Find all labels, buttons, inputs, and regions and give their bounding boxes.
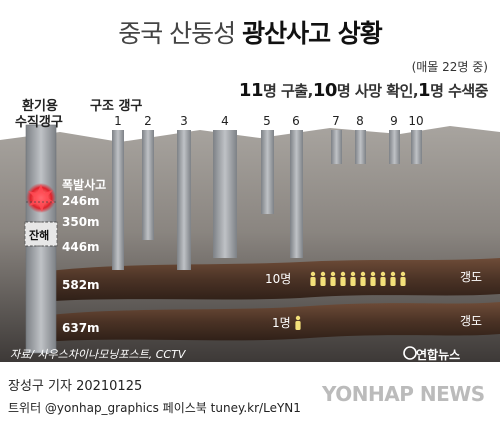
shaft-number-1: 1	[114, 114, 122, 128]
rescue-shaft-2	[142, 130, 154, 240]
rescue-shaft-10	[411, 130, 422, 164]
rescue-shaft-5	[261, 130, 274, 214]
dead-count: 10	[312, 80, 338, 101]
shaft-number-6: 6	[292, 114, 300, 128]
blockage-label: 잔해	[29, 229, 50, 242]
rescue-shaft-1	[112, 130, 124, 270]
shaft-number-4: 4	[221, 114, 229, 128]
shaft-number-5: 5	[263, 114, 271, 128]
tunnel-label-582m: 갱도	[460, 270, 483, 284]
depth-label-582m: 582m	[62, 278, 100, 292]
tunnel-582m-count: 10명	[265, 272, 292, 286]
person-icon	[295, 315, 301, 330]
shaft-number-3: 3	[180, 114, 188, 128]
shaft-number-8: 8	[356, 114, 364, 128]
source-credit: 자료/ 사우스차이나모닝포스트, CCTV	[10, 348, 186, 361]
rescued-text: 명 구출,	[262, 82, 313, 100]
depth-label-246m: 246m	[62, 194, 100, 208]
person-icon	[350, 271, 356, 286]
rescued-count: 11	[238, 80, 264, 101]
person-icon	[340, 271, 346, 286]
depth-label-446m: 446m	[62, 240, 100, 254]
mine-cross-section	[0, 124, 500, 362]
person-icon	[400, 271, 406, 286]
vent-shaft-label-line2: 수직갱구	[15, 115, 63, 130]
person-icon	[330, 271, 336, 286]
vent-shaft-label-line1: 환기용	[22, 99, 58, 114]
ground	[0, 126, 500, 362]
tunnel-label-637m: 갱도	[460, 314, 483, 328]
explosion-burst	[28, 184, 55, 212]
person-icon	[380, 271, 386, 286]
social-links: 트위터 @yonhap_graphics 페이스북 tuney.kr/LeYN1	[8, 401, 301, 415]
person-icon	[370, 271, 376, 286]
rescue-shaft-8	[355, 130, 366, 164]
agency-logo-text: 연합뉴스	[416, 348, 461, 362]
buried-note: (매몰 22명 중)	[411, 60, 488, 74]
blockage-box	[24, 221, 58, 247]
watermark: YONHAP NEWS	[322, 382, 485, 406]
agency-logo-icon	[403, 346, 417, 360]
person-icon	[360, 271, 366, 286]
reporter-credit: 장성구 기자 20210125	[8, 379, 143, 394]
page-title: 중국 산둥성 광산사고 상황	[0, 14, 500, 50]
dead-text: 명 사망 확인,	[336, 82, 419, 100]
rescue-shaft-7	[331, 130, 342, 164]
title-part2: 광산사고 상황	[242, 19, 383, 48]
rescue-shaft-9	[389, 130, 400, 164]
depth-label-637m: 637m	[62, 321, 100, 335]
shaft-number-10: 10	[408, 114, 424, 128]
shaft-number-9: 9	[390, 114, 398, 128]
rescue-shafts-label: 구조 갱구	[90, 99, 143, 114]
searching-text: 명 수색중	[430, 82, 488, 100]
tunnel-637m	[40, 302, 500, 342]
tunnel-582m	[40, 258, 500, 302]
rescue-shaft-4	[213, 130, 237, 258]
rescue-shaft-3	[177, 130, 191, 270]
shaft-number-7: 7	[332, 114, 340, 128]
shaft-number-2: 2	[144, 114, 152, 128]
title-part1: 중국 산둥성	[118, 19, 243, 48]
explosion-label: 폭발사고	[62, 178, 107, 192]
rescue-shaft-6	[290, 130, 303, 258]
person-icon	[320, 271, 326, 286]
depth-label-350m: 350m	[62, 215, 100, 229]
searching-count: 1	[418, 80, 431, 101]
person-icon	[390, 271, 396, 286]
summary-line: 11명 구출,10명 사망 확인,1명 수색중	[238, 80, 489, 101]
trapped-people-637m	[295, 315, 301, 330]
person-icon	[310, 271, 316, 286]
tunnel-637m-count: 1명	[272, 316, 291, 330]
trapped-people-582m	[310, 271, 406, 286]
mine-diagram: 중국 산둥성 광산사고 상황 (매몰 22명 중) 11명 구출,10명 사망 …	[0, 14, 500, 362]
